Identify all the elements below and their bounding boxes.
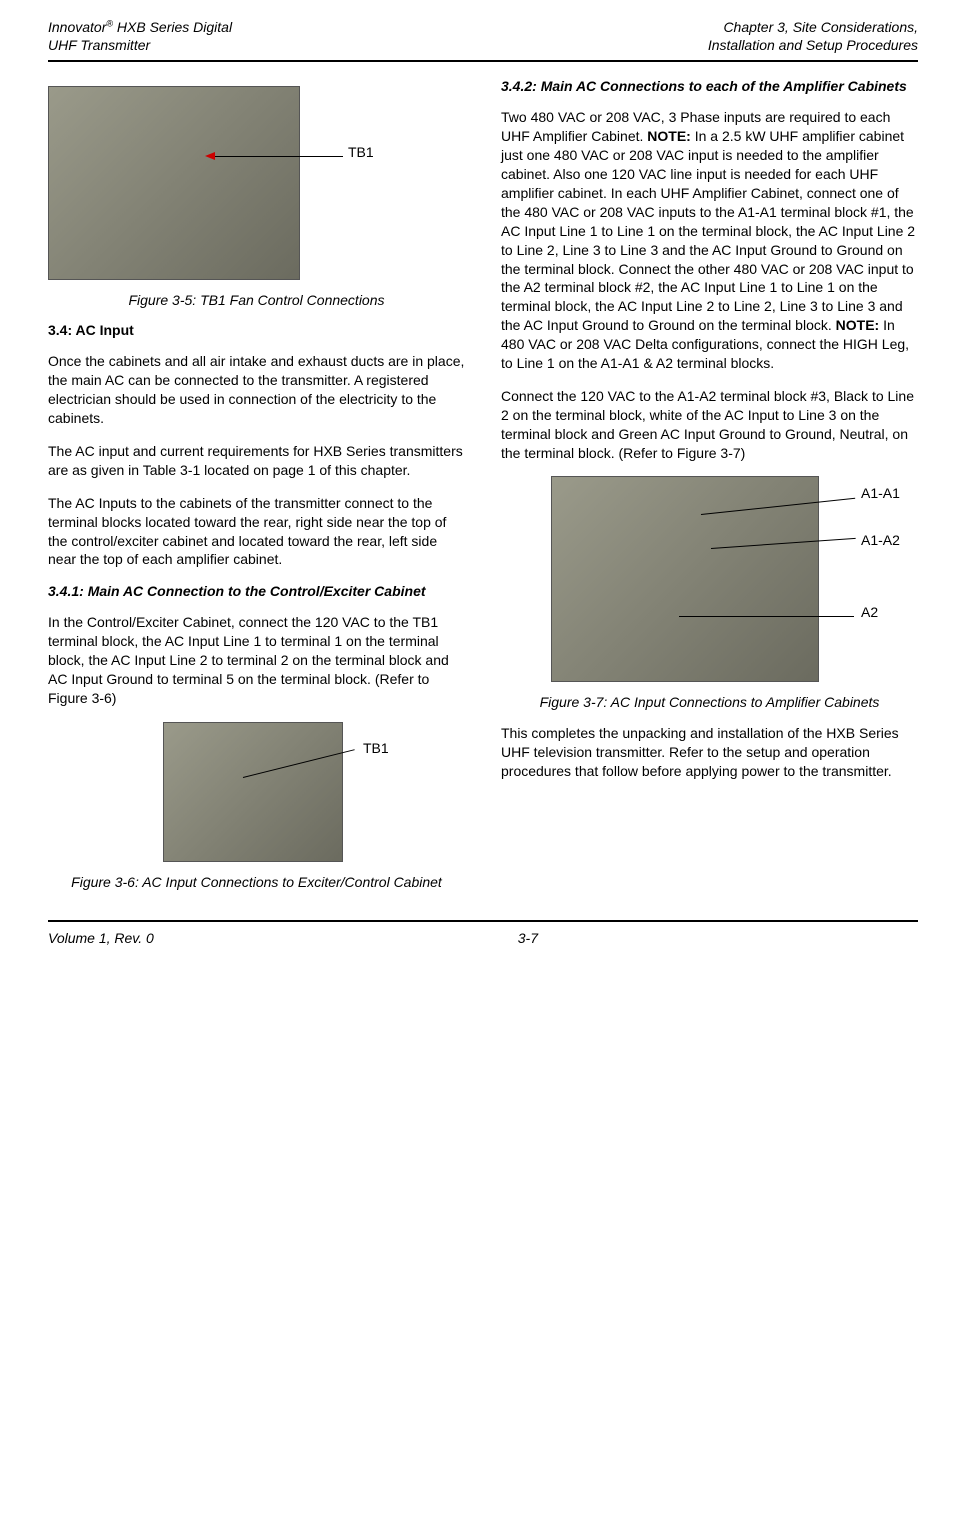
right-column: 3.4.2: Main AC Connections to each of th…	[501, 78, 918, 903]
footer-rule	[48, 920, 918, 922]
figure-3-5-label: TB1	[348, 144, 374, 160]
figure-3-5-arrow-line	[213, 156, 343, 157]
section-3-4-1-p1: In the Control/Exciter Cabinet, connect …	[48, 613, 465, 707]
figure-3-7: A1-A1 A1-A2 A2	[501, 476, 918, 688]
header-series: HXB Series Digital	[113, 19, 232, 35]
left-column: TB1 Figure 3-5: TB1 Fan Control Connecti…	[48, 78, 465, 903]
p1-text-b: In a 2.5 kW UHF amplifier cabinet just o…	[501, 128, 915, 333]
figure-3-5-arrow-head	[205, 152, 215, 160]
figure-3-7-image	[551, 476, 819, 682]
figure-3-6-caption: Figure 3-6: AC Input Connections to Exci…	[48, 874, 465, 890]
content-columns: TB1 Figure 3-5: TB1 Fan Control Connecti…	[48, 78, 918, 903]
page-footer: Volume 1, Rev. 0 3-7	[48, 930, 918, 946]
figure-3-6-label: TB1	[363, 740, 389, 756]
figure-3-6: TB1	[48, 722, 465, 868]
header-right: Chapter 3, Site Considerations, Installa…	[708, 18, 918, 54]
figure-3-7-label3: A2	[861, 604, 878, 620]
note-label-1: NOTE:	[647, 128, 691, 144]
section-3-4-p3: The AC Inputs to the cabinets of the tra…	[48, 494, 465, 570]
figure-3-5-caption: Figure 3-5: TB1 Fan Control Connections	[48, 292, 465, 308]
header-chapter-sub: Installation and Setup Procedures	[708, 37, 918, 53]
page-header: Innovator® HXB Series Digital UHF Transm…	[48, 18, 918, 54]
footer-page: 3-7	[518, 930, 538, 946]
note-label-2: NOTE:	[836, 317, 880, 333]
header-chapter: Chapter 3, Site Considerations,	[723, 19, 918, 35]
section-3-4-p2: The AC input and current requirements fo…	[48, 442, 465, 480]
figure-3-6-image	[163, 722, 343, 862]
section-3-4-p1: Once the cabinets and all air intake and…	[48, 352, 465, 428]
figure-3-7-arrow3	[679, 616, 854, 617]
section-3-4-title: 3.4: AC Input	[48, 322, 465, 338]
header-product: Innovator	[48, 19, 106, 35]
header-rule	[48, 60, 918, 62]
section-3-4-2-p1: Two 480 VAC or 208 VAC, 3 Phase inputs a…	[501, 108, 918, 372]
figure-3-7-label2: A1-A2	[861, 532, 900, 548]
figure-3-7-label1: A1-A1	[861, 485, 900, 501]
section-3-4-1-title: 3.4.1: Main AC Connection to the Control…	[48, 583, 465, 599]
figure-3-7-caption: Figure 3-7: AC Input Connections to Ampl…	[501, 694, 918, 710]
figure-3-5: TB1	[48, 86, 465, 286]
figure-3-5-image	[48, 86, 300, 280]
section-3-4-2-p2: Connect the 120 VAC to the A1-A2 termina…	[501, 387, 918, 463]
header-subtitle: UHF Transmitter	[48, 37, 150, 53]
header-left: Innovator® HXB Series Digital UHF Transm…	[48, 18, 232, 54]
closing-paragraph: This completes the unpacking and install…	[501, 724, 918, 781]
footer-volume: Volume 1, Rev. 0	[48, 930, 154, 946]
section-3-4-2-title: 3.4.2: Main AC Connections to each of th…	[501, 78, 918, 94]
